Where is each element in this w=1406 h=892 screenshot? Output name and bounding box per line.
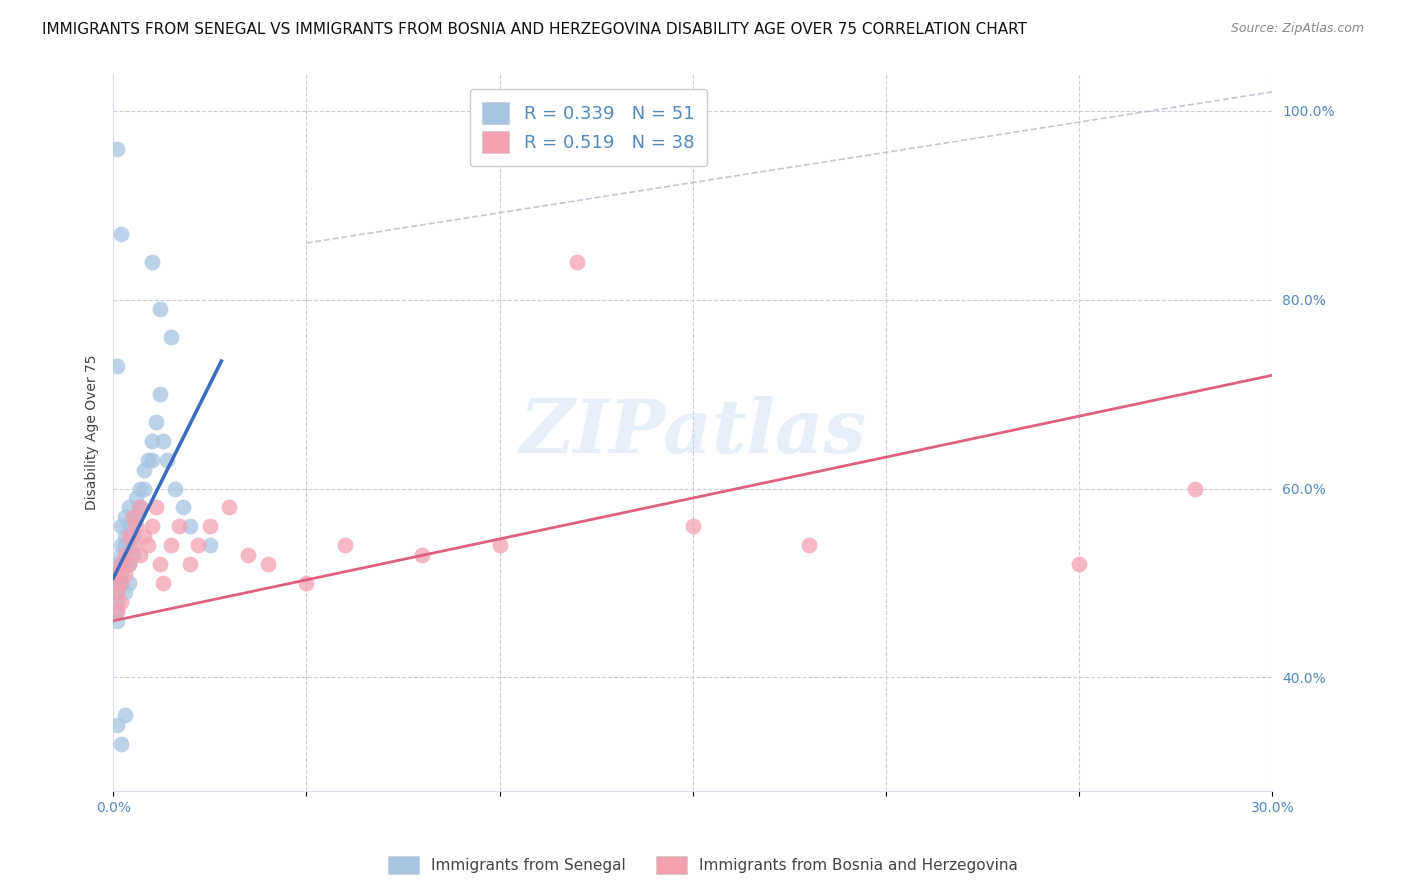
Point	[129, 500, 152, 515]
Point	[105, 359, 128, 373]
Legend: Immigrants from Senegal, Immigrants from Bosnia and Herzegovina: Immigrants from Senegal, Immigrants from…	[382, 850, 1024, 880]
Point	[121, 548, 143, 562]
Point	[105, 717, 128, 731]
Point	[797, 538, 820, 552]
Point	[148, 387, 170, 401]
Point	[125, 510, 148, 524]
Point	[238, 548, 260, 562]
Point	[160, 330, 183, 344]
Point	[105, 585, 128, 599]
Point	[256, 557, 278, 571]
Point	[198, 538, 221, 552]
Point	[105, 557, 128, 571]
Point	[145, 500, 167, 515]
Point	[179, 519, 201, 533]
Text: IMMIGRANTS FROM SENEGAL VS IMMIGRANTS FROM BOSNIA AND HERZEGOVINA DISABILITY AGE: IMMIGRANTS FROM SENEGAL VS IMMIGRANTS FR…	[42, 22, 1028, 37]
Point	[218, 500, 240, 515]
Point	[105, 614, 128, 628]
Point	[110, 576, 132, 591]
Point	[117, 519, 139, 533]
Point	[136, 538, 159, 552]
Point	[129, 500, 152, 515]
Point	[141, 453, 163, 467]
Point	[148, 557, 170, 571]
Text: ZIPatlas: ZIPatlas	[519, 396, 866, 468]
Point	[488, 538, 510, 552]
Point	[682, 519, 704, 533]
Point	[125, 491, 148, 505]
Point	[121, 510, 143, 524]
Point	[148, 302, 170, 317]
Point	[160, 538, 183, 552]
Point	[110, 538, 132, 552]
Point	[114, 557, 136, 571]
Point	[132, 482, 155, 496]
Point	[110, 548, 132, 562]
Point	[105, 585, 128, 599]
Point	[105, 576, 128, 591]
Point	[114, 548, 136, 562]
Y-axis label: Disability Age Over 75: Disability Age Over 75	[86, 354, 100, 509]
Point	[121, 538, 143, 552]
Point	[1069, 557, 1091, 571]
Point	[114, 708, 136, 723]
Point	[117, 529, 139, 543]
Point	[172, 500, 194, 515]
Point	[141, 519, 163, 533]
Point	[565, 255, 588, 269]
Point	[121, 510, 143, 524]
Point	[141, 255, 163, 269]
Point	[114, 529, 136, 543]
Point	[132, 529, 155, 543]
Point	[145, 416, 167, 430]
Text: Source: ZipAtlas.com: Source: ZipAtlas.com	[1230, 22, 1364, 36]
Point	[114, 510, 136, 524]
Point	[333, 538, 356, 552]
Point	[110, 227, 132, 241]
Point	[105, 604, 128, 618]
Point	[105, 566, 128, 581]
Point	[152, 434, 174, 449]
Point	[136, 453, 159, 467]
Legend: R = 0.339   N = 51, R = 0.519   N = 38: R = 0.339 N = 51, R = 0.519 N = 38	[470, 89, 707, 166]
Point	[110, 576, 132, 591]
Point	[167, 519, 190, 533]
Point	[187, 538, 209, 552]
Point	[125, 519, 148, 533]
Point	[121, 529, 143, 543]
Point	[1184, 482, 1206, 496]
Point	[110, 519, 132, 533]
Point	[295, 576, 318, 591]
Point	[117, 538, 139, 552]
Point	[132, 463, 155, 477]
Point	[110, 737, 132, 751]
Point	[163, 482, 186, 496]
Point	[105, 595, 128, 609]
Point	[117, 500, 139, 515]
Point	[179, 557, 201, 571]
Point	[117, 557, 139, 571]
Point	[129, 482, 152, 496]
Point	[114, 566, 136, 581]
Point	[198, 519, 221, 533]
Point	[105, 142, 128, 156]
Point	[141, 434, 163, 449]
Point	[129, 548, 152, 562]
Point	[117, 576, 139, 591]
Point	[152, 576, 174, 591]
Point	[114, 538, 136, 552]
Point	[411, 548, 433, 562]
Point	[105, 566, 128, 581]
Point	[110, 557, 132, 571]
Point	[156, 453, 179, 467]
Point	[110, 566, 132, 581]
Point	[117, 557, 139, 571]
Point	[114, 585, 136, 599]
Point	[110, 595, 132, 609]
Point	[105, 604, 128, 618]
